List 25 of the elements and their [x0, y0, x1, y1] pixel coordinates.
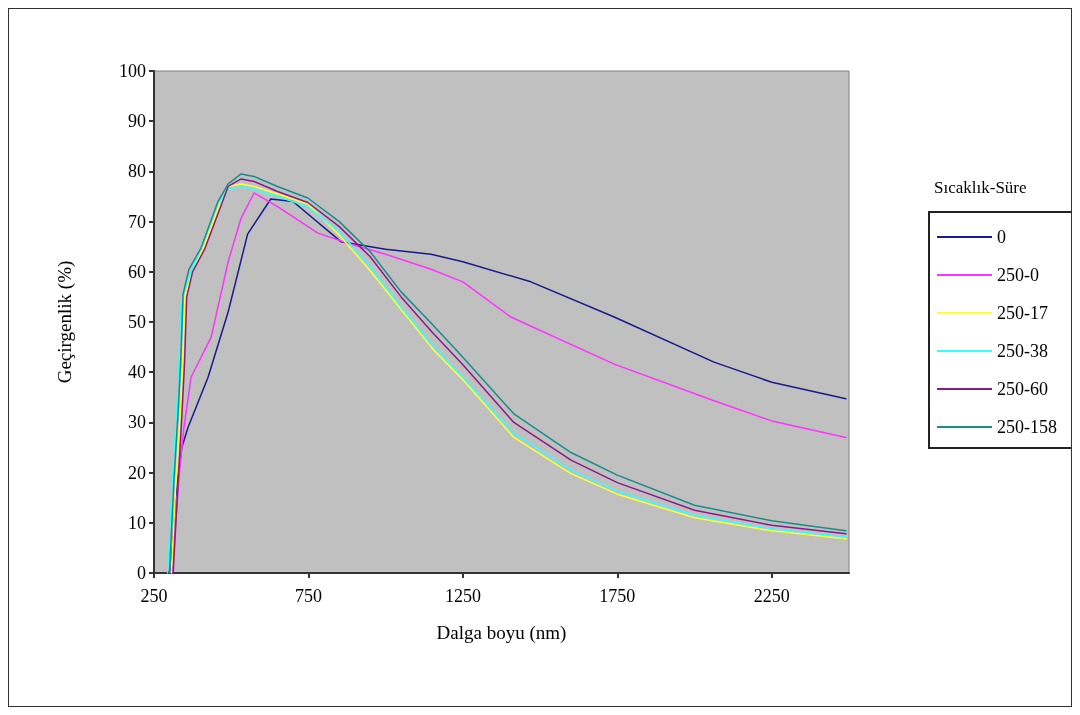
y-tick-label: 10: [128, 512, 146, 533]
y-tick-label: 40: [128, 362, 146, 383]
legend-label: 250-158: [997, 417, 1057, 437]
x-tick-label: 1250: [444, 586, 481, 606]
x-axis-title: Dalga boyu (nm): [436, 622, 567, 644]
x-tick-label: 750: [294, 586, 322, 606]
y-tick-label: 30: [128, 412, 146, 433]
x-tick-label: 250: [140, 586, 168, 606]
y-tick-label: 100: [119, 61, 146, 81]
y-tick-label: 90: [128, 111, 146, 132]
y-tick-label: 80: [128, 161, 146, 182]
x-tick-label: 1750: [599, 586, 636, 606]
legend-label: 250-17: [997, 303, 1048, 323]
legend-label: 0: [997, 227, 1006, 247]
y-axis-title: Geçirgenlik (%): [54, 260, 76, 384]
y-tick-label: 60: [128, 261, 146, 282]
x-tick-label: 2250: [753, 586, 790, 606]
y-tick-label: 70: [128, 211, 146, 232]
legend-label: 250-60: [997, 379, 1048, 399]
y-tick-label: 50: [128, 312, 146, 332]
legend-label: 250-0: [997, 265, 1039, 285]
legend-title: Sıcaklık-Süre: [934, 178, 1027, 197]
y-tick-label: 0: [137, 563, 146, 583]
y-tick-label: 20: [128, 462, 146, 483]
legend-label: 250-38: [997, 341, 1048, 361]
